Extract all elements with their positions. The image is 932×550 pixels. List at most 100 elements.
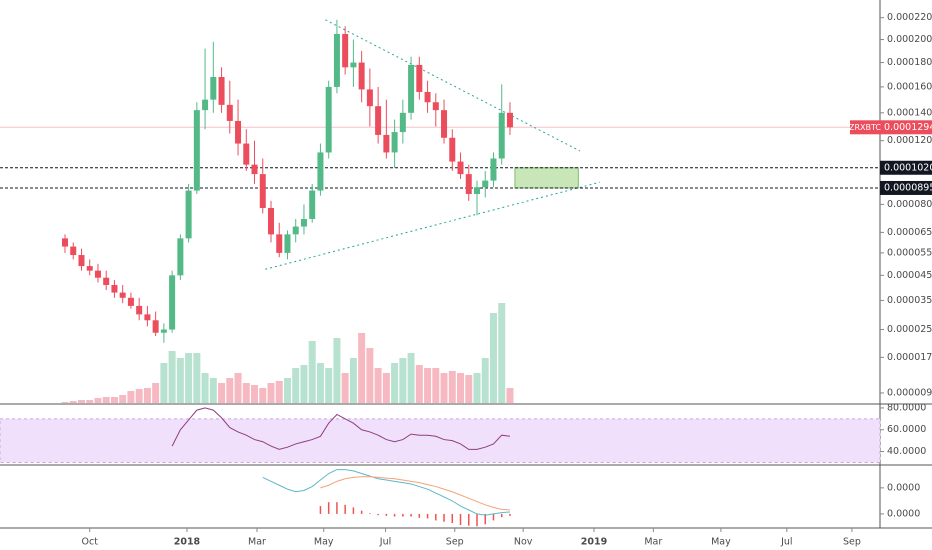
y-tick-label: 80.0000 xyxy=(887,402,926,413)
indicator-line xyxy=(262,469,510,516)
volume-bar xyxy=(251,385,259,403)
volume-bar xyxy=(506,388,514,403)
volume-bar xyxy=(325,368,333,403)
volume-bar xyxy=(415,365,423,403)
volume-bar xyxy=(300,365,308,403)
histogram-bar xyxy=(336,502,338,514)
candle-body xyxy=(482,180,489,188)
volume-bar xyxy=(152,383,160,403)
candle-body xyxy=(391,132,398,153)
histogram-bar xyxy=(476,513,478,527)
candle-body xyxy=(366,89,373,107)
volume-bar xyxy=(424,368,432,403)
candle-body xyxy=(119,292,126,298)
candle-body xyxy=(259,174,266,208)
candle-body xyxy=(103,277,110,286)
candle-body xyxy=(193,110,200,191)
volume-bar xyxy=(61,402,69,403)
volume-bar xyxy=(341,373,349,403)
histogram-bar xyxy=(484,513,486,525)
candle-body xyxy=(243,143,250,165)
volume-bar xyxy=(69,401,77,403)
candle-body xyxy=(416,64,423,92)
y-tick-label: 0.00014000 xyxy=(887,107,932,118)
volume-bar xyxy=(473,373,481,403)
candle-body xyxy=(300,218,307,227)
histogram-bar xyxy=(459,513,462,525)
y-tick-label: 0.00018000 xyxy=(887,57,932,68)
volume-bar xyxy=(234,373,242,403)
candle-body xyxy=(490,158,497,181)
histogram-bar xyxy=(426,513,429,519)
candle-body xyxy=(226,104,233,121)
volume-bar xyxy=(481,358,489,403)
symbol-label: ZRXBTC xyxy=(849,123,881,132)
candle-body xyxy=(235,120,242,144)
y-tick-label: 0.00005500 xyxy=(887,247,932,258)
volume-bar xyxy=(275,381,283,403)
candle-body xyxy=(268,207,274,235)
histogram-bar xyxy=(418,513,421,518)
candle-body xyxy=(317,152,324,191)
volume-bar xyxy=(77,400,85,403)
volume-bar xyxy=(283,378,291,403)
volume-bar xyxy=(292,368,300,403)
volume-bar xyxy=(489,313,497,403)
price-label: 0.00010201 xyxy=(884,162,932,173)
volume-bar xyxy=(432,368,440,403)
candle-body xyxy=(86,266,93,271)
y-tick-label: 0.00004500 xyxy=(887,270,932,281)
y-tick-label: 0.00016000 xyxy=(887,81,932,92)
candle-body xyxy=(144,314,151,321)
y-tick-label: 0.00020000 xyxy=(887,34,932,45)
volume-bar xyxy=(366,348,374,403)
candle-body xyxy=(309,190,316,219)
volume-bar xyxy=(209,378,217,403)
candle-body xyxy=(375,106,382,135)
x-tick-label: Mar xyxy=(248,537,266,548)
candle-body xyxy=(449,137,456,162)
volume-bar xyxy=(349,358,357,403)
candle-body xyxy=(70,246,77,256)
rsi-band xyxy=(0,418,881,463)
volume-bar xyxy=(94,398,102,403)
volume-bar xyxy=(143,388,151,403)
volume-bar xyxy=(135,389,143,403)
indicator-line xyxy=(171,407,511,450)
volume-bar xyxy=(168,351,176,403)
x-tick-label: Sep xyxy=(843,537,861,548)
x-tick-label: Mar xyxy=(644,537,662,548)
candle-body xyxy=(284,234,291,253)
histogram-bar xyxy=(393,513,396,517)
price-label-box xyxy=(880,120,932,135)
volume-bar xyxy=(110,397,118,403)
volume-bar xyxy=(201,373,209,403)
histogram-bar xyxy=(509,513,511,516)
volume-bar xyxy=(498,303,506,403)
candle-body xyxy=(210,77,217,100)
y-tick-label: 0.00003500 xyxy=(887,295,932,306)
y-tick-label: 0.00006500 xyxy=(887,227,932,238)
volume-bar xyxy=(185,353,193,403)
x-tick-label: Oct xyxy=(82,537,99,548)
volume-bar xyxy=(218,383,226,403)
volume-bar xyxy=(333,338,341,403)
candle-body xyxy=(432,102,439,111)
x-tick-label: May xyxy=(314,537,334,548)
histogram-bar xyxy=(352,507,355,514)
volume-bar xyxy=(86,400,94,403)
y-tick-label: 0.0000 xyxy=(887,482,920,493)
y-tick-label: 60.0000 xyxy=(887,424,926,435)
histogram-bar xyxy=(468,513,470,526)
volume-bar xyxy=(267,383,275,403)
volume-bar xyxy=(259,388,267,403)
candle-body xyxy=(251,164,258,175)
x-tick-label: Jul xyxy=(379,537,391,548)
histogram-bar xyxy=(385,513,388,516)
x-tick-label: Jul xyxy=(780,537,792,548)
candle-body xyxy=(94,270,101,278)
volume-bar xyxy=(407,353,415,403)
candle-body xyxy=(474,187,480,194)
candle-body xyxy=(457,161,464,175)
